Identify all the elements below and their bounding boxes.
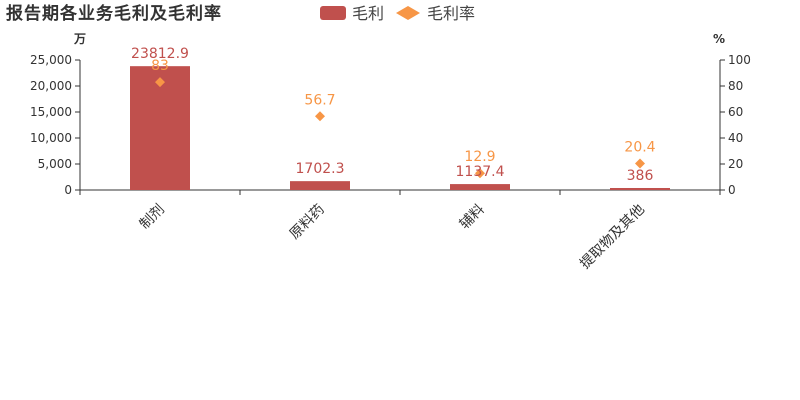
right-tick-label: 20 — [728, 157, 743, 171]
left-axis-unit: 万 — [73, 32, 86, 46]
left-tick-label: 5,000 — [38, 157, 72, 171]
legend-bar-swatch[interactable] — [320, 6, 346, 20]
rate-value-label: 12.9 — [464, 149, 495, 165]
chart-title: 报告期各业务毛利及毛利率 — [6, 3, 222, 24]
bar-value-label: 1702.3 — [296, 161, 345, 177]
left-tick-label: 0 — [64, 183, 72, 197]
right-tick-label: 60 — [728, 105, 743, 119]
bar[interactable] — [450, 184, 510, 190]
left-tick-label: 10,000 — [30, 131, 72, 145]
left-tick-label: 15,000 — [30, 105, 72, 119]
bars — [130, 66, 670, 190]
rate-points — [155, 77, 645, 179]
right-tick-label: 80 — [728, 79, 743, 93]
rate-value-label: 20.4 — [624, 139, 655, 155]
left-tick-label: 25,000 — [30, 53, 72, 67]
rate-value-label: 83 — [151, 58, 169, 74]
bar[interactable] — [290, 181, 350, 190]
x-category-label: 原料药 — [287, 202, 328, 243]
rate-point[interactable] — [155, 77, 165, 88]
rate-point[interactable] — [635, 158, 645, 169]
legend-rate-label[interactable]: 毛利率 — [427, 4, 475, 23]
bar-value-label: 23812.9 — [131, 46, 189, 62]
x-category-label: 制剂 — [137, 202, 168, 233]
x-category-label: 提取物及其他 — [577, 202, 648, 273]
right-axis-unit: % — [713, 32, 725, 46]
rate-point[interactable] — [475, 168, 485, 179]
legend: 毛利 毛利率 — [320, 4, 475, 23]
right-tick-label: 40 — [728, 131, 743, 145]
legend-rate-swatch[interactable] — [396, 6, 420, 20]
data-labels: 23812.9 1702.3 1137.4 386 83 56.7 12.9 20.4 — [131, 46, 656, 184]
right-tick-label: 0 — [728, 183, 736, 197]
bar-value-label: 386 — [627, 168, 654, 184]
left-tick-label: 20,000 — [30, 79, 72, 93]
right-tick-label: 100 — [728, 53, 751, 67]
x-category-label: 辅料 — [457, 202, 488, 233]
legend-bar-label[interactable]: 毛利 — [352, 4, 384, 23]
bar[interactable] — [610, 187, 670, 190]
rate-point[interactable] — [315, 111, 325, 122]
bar-value-label: 1137.4 — [456, 164, 505, 180]
rate-value-label: 56.7 — [304, 92, 335, 108]
